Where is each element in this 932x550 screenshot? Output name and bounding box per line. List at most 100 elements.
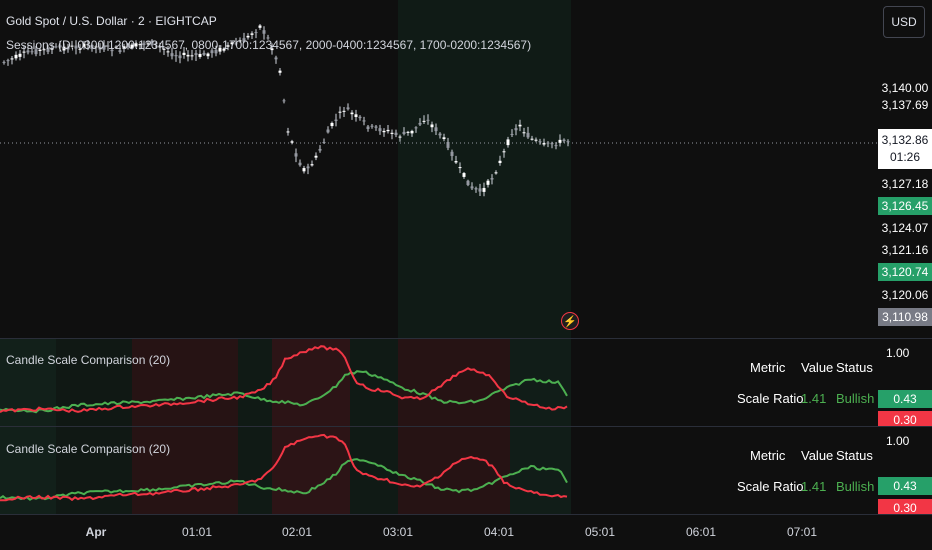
candle-body <box>274 57 278 60</box>
table-metric: Scale Ratio <box>737 479 804 494</box>
candle-body <box>138 44 142 46</box>
indicator-pane-chart[interactable] <box>0 427 878 514</box>
pane-divider[interactable] <box>0 338 932 339</box>
candle-body <box>186 54 190 57</box>
scale-table: Metric Value Status Scale Ratio 1.41 Bul… <box>730 352 878 412</box>
candle-body <box>222 48 226 51</box>
candle-body <box>246 35 250 38</box>
candle-body <box>242 38 246 42</box>
candle-body <box>446 142 450 148</box>
candle-body <box>546 142 550 144</box>
indicator-pane-chart[interactable] <box>0 339 878 426</box>
candle-body <box>194 53 198 56</box>
candle-body <box>298 162 302 166</box>
time-label: 03:01 <box>382 525 414 539</box>
bar-countdown: 01:26 <box>889 150 921 164</box>
candle-body <box>458 167 462 169</box>
sessions-indicator-label[interactable]: Sessions (D, 0300-1200:1234567, 0800-170… <box>6 38 532 52</box>
candle-body <box>130 44 134 49</box>
lightning-icon[interactable]: ⚡ <box>561 312 579 330</box>
candle-body <box>62 46 66 51</box>
candle-body <box>530 138 534 140</box>
candle-body <box>254 32 258 34</box>
candle-body <box>518 124 522 127</box>
candle-body <box>494 172 498 174</box>
current-price-marker: 3,132.86 01:26 <box>878 129 932 169</box>
candle-body <box>38 49 42 51</box>
candle-body <box>554 145 558 147</box>
regime-band <box>398 339 510 426</box>
currency-button[interactable]: USD <box>883 6 925 38</box>
candle-body <box>382 130 386 133</box>
symbol-title[interactable]: Gold Spot / U.S. Dollar · 2 · EIGHTCAP <box>6 14 217 28</box>
regime-band <box>56 427 132 514</box>
table-status: Bullish <box>836 479 875 494</box>
series-line-green <box>0 458 568 501</box>
red-line-value: 0.30 <box>878 411 932 426</box>
candle-body <box>22 51 26 53</box>
candle-body <box>30 51 34 53</box>
candle-body <box>354 114 358 118</box>
candle-body <box>498 160 502 164</box>
time-label: 02:01 <box>281 525 313 539</box>
candle-body <box>290 141 294 143</box>
candle-body <box>398 136 402 138</box>
pane-axis-max: 1.00 <box>886 346 910 360</box>
candle-body <box>110 49 114 52</box>
red-line-value: 0.30 <box>878 499 932 514</box>
candle-body <box>482 188 486 192</box>
candle-body <box>326 129 330 133</box>
indicator-title[interactable]: Candle Scale Comparison (20) <box>6 442 171 456</box>
candle-body <box>306 166 310 169</box>
table-metric: Scale Ratio <box>737 391 804 406</box>
table-status: Bullish <box>836 391 875 406</box>
candle-body <box>82 43 86 47</box>
candle-body <box>98 47 102 50</box>
candle-body <box>42 49 46 51</box>
candle-body <box>362 120 366 122</box>
candle-body <box>406 131 410 133</box>
candle-body <box>486 180 490 185</box>
candle-body <box>558 139 562 143</box>
main-price-chart[interactable] <box>0 0 878 338</box>
candle-body <box>410 130 414 134</box>
candle-body <box>190 55 194 57</box>
candle-body <box>366 126 370 129</box>
candle-body <box>510 133 514 135</box>
table-header-status: Status <box>836 448 873 463</box>
candle-body <box>202 52 206 55</box>
candle-body <box>350 112 354 115</box>
candle-body <box>454 161 458 163</box>
candle-body <box>394 132 398 136</box>
candle-body <box>490 178 494 180</box>
pane-axis-max: 1.00 <box>886 434 910 448</box>
pane-divider[interactable] <box>0 426 932 427</box>
candle-body <box>338 111 342 113</box>
candle-body <box>18 53 22 57</box>
indicator-title[interactable]: Candle Scale Comparison (20) <box>6 353 171 367</box>
candle-body <box>162 48 166 50</box>
candle-body <box>358 116 362 119</box>
series-line-green <box>0 370 568 414</box>
candle-body <box>522 132 526 134</box>
candle-body <box>330 122 334 127</box>
candle-body <box>430 124 434 128</box>
table-header-value: Value <box>801 448 834 463</box>
candle-body <box>422 120 426 122</box>
green-line-value: 0.43 <box>878 477 932 495</box>
candle-body <box>198 53 202 57</box>
candle-body <box>154 43 158 45</box>
candle-body <box>474 188 478 190</box>
candle-body <box>322 142 326 144</box>
scale-table: Metric Value Status Scale Ratio 1.41 Bul… <box>730 440 878 500</box>
time-label: 07:01 <box>786 525 818 539</box>
candle-body <box>54 46 58 48</box>
current-price: 3,132.86 <box>881 133 929 147</box>
candle-body <box>450 151 454 157</box>
candle-body <box>158 46 162 48</box>
candle-body <box>270 48 274 51</box>
candle-body <box>262 30 266 34</box>
candle-body <box>250 33 254 35</box>
candle-body <box>442 137 446 140</box>
